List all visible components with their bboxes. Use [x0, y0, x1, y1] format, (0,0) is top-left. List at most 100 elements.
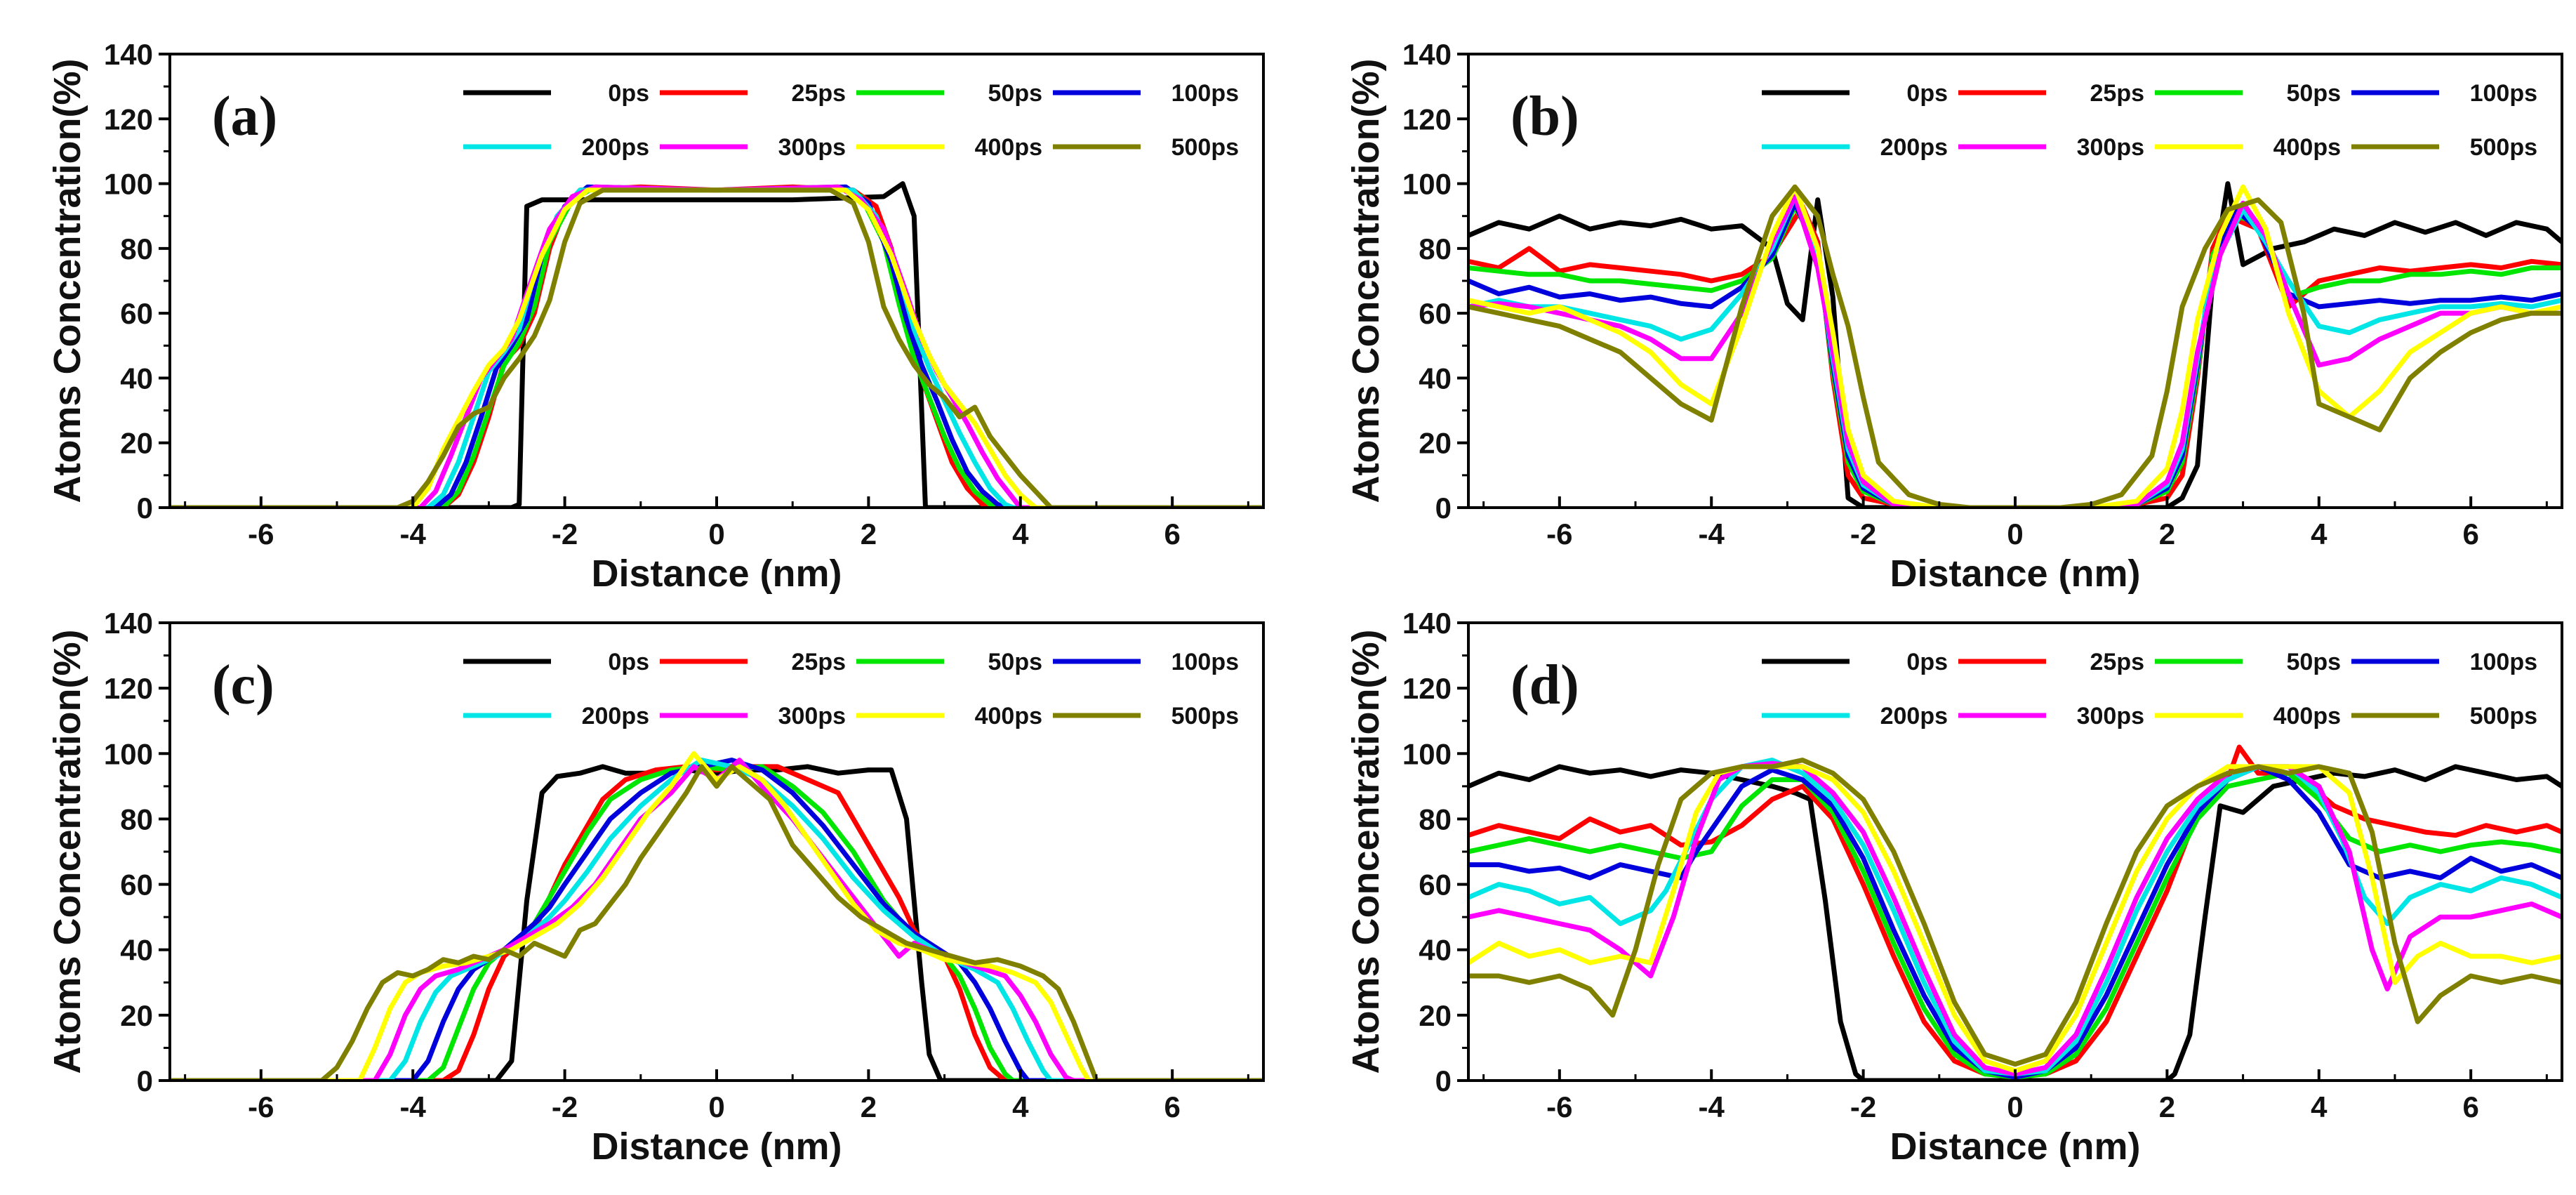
series-line-0ps — [170, 181, 1263, 508]
legend: 0ps 25ps 50ps 100ps 200ps 300ps 400ps 500ps — [463, 80, 1239, 161]
x-tick-label: -4 — [1699, 517, 1725, 550]
x-tick-label: 4 — [2311, 517, 2328, 550]
legend-label: 0ps — [1906, 649, 1948, 675]
y-tick-label: 120 — [1402, 103, 1452, 136]
series-group — [1468, 181, 2562, 508]
series-line-25ps — [1468, 204, 2562, 508]
x-tick-label: -6 — [248, 517, 274, 550]
x-tick-label: 2 — [2159, 1090, 2175, 1123]
legend: 0ps 25ps 50ps 100ps 200ps 300ps 400ps 500ps — [1762, 649, 2537, 729]
panel-label: (d) — [1511, 654, 1579, 716]
x-tick-label: 2 — [2159, 517, 2175, 550]
y-tick-label: 60 — [1419, 297, 1452, 330]
x-tick-label: 6 — [1164, 517, 1180, 550]
legend: 0ps 25ps 50ps 100ps 200ps 300ps 400ps 500ps — [463, 649, 1239, 729]
legend-label: 400ps — [975, 703, 1042, 729]
y-tick-label: 120 — [104, 103, 153, 136]
x-tick-label: 6 — [1164, 1090, 1180, 1123]
y-tick-label: 60 — [1419, 869, 1452, 902]
y-tick-label: 100 — [104, 737, 153, 770]
x-tick-label: 2 — [861, 1090, 877, 1123]
y-tick-label: 0 — [137, 491, 153, 524]
y-tick-label: 40 — [120, 362, 153, 395]
x-tick-label: -2 — [552, 517, 578, 550]
x-tick-label: -2 — [1850, 517, 1876, 550]
series-line-400ps — [1468, 184, 2562, 508]
y-tick-label: 100 — [104, 168, 153, 201]
panel-label: (a) — [212, 86, 277, 147]
legend-label: 400ps — [2273, 703, 2341, 729]
y-tick-label: 80 — [1419, 803, 1452, 836]
legend-label: 50ps — [2287, 80, 2342, 107]
series-line-400ps — [170, 751, 1263, 1081]
x-tick-label: 4 — [2311, 1090, 2328, 1123]
series-line-0ps — [1468, 181, 2562, 508]
series-line-100ps — [1468, 764, 2562, 1080]
series-line-500ps — [170, 764, 1263, 1081]
y-tick-label: 0 — [1435, 1064, 1452, 1097]
plot-frame — [1467, 621, 2563, 1082]
y-tick-label: 80 — [120, 803, 153, 836]
y-tick-label: 80 — [120, 232, 153, 265]
legend-label: 200ps — [582, 703, 649, 729]
x-axis-title: Distance (nm) — [591, 553, 842, 595]
y-tick-label: 120 — [104, 672, 153, 705]
y-tick-label: 0 — [1435, 491, 1452, 524]
series-line-200ps — [170, 187, 1263, 508]
legend-label: 0ps — [1906, 80, 1948, 107]
y-tick-label: 40 — [1419, 362, 1452, 395]
y-tick-label: 140 — [1402, 607, 1452, 640]
legend: 0ps 25ps 50ps 100ps 200ps 300ps 400ps 500ps — [1762, 80, 2537, 161]
legend-label: 25ps — [792, 80, 847, 107]
series-line-400ps — [170, 187, 1263, 508]
legend-label: 50ps — [988, 649, 1043, 675]
legend-label: 200ps — [1880, 703, 1948, 729]
legend-label: 200ps — [1880, 134, 1948, 161]
legend-label: 300ps — [778, 703, 846, 729]
series-line-200ps — [170, 758, 1263, 1081]
series-line-25ps — [170, 764, 1263, 1081]
series-line-300ps — [170, 184, 1263, 508]
y-tick-label: 140 — [104, 38, 153, 71]
x-tick-label: -4 — [400, 1090, 427, 1123]
series-line-500ps — [1468, 184, 2562, 508]
legend-label: 100ps — [2470, 80, 2537, 107]
series-line-300ps — [170, 758, 1263, 1081]
legend-label: 0ps — [608, 80, 649, 107]
legend-label: 500ps — [2470, 134, 2537, 161]
y-tick-label: 20 — [1419, 427, 1452, 460]
y-tick-label: 60 — [120, 869, 153, 902]
series-line-50ps — [170, 184, 1263, 508]
series-line-100ps — [170, 184, 1263, 508]
y-tick-label: 140 — [1402, 38, 1452, 71]
series-line-200ps — [1468, 758, 2562, 1077]
series-group — [1468, 744, 2562, 1081]
legend-label: 400ps — [2273, 134, 2341, 161]
x-axis-title: Distance (nm) — [1890, 553, 2140, 595]
y-tick-label: 100 — [1402, 737, 1452, 770]
legend-label: 50ps — [2287, 649, 2342, 675]
legend-label: 100ps — [2470, 649, 2537, 675]
x-tick-label: 6 — [2462, 1090, 2478, 1123]
legend-label: 50ps — [988, 80, 1043, 107]
series-line-0ps — [1468, 764, 2562, 1081]
y-tick-label: 20 — [1419, 999, 1452, 1032]
plot-frame — [168, 53, 1265, 509]
x-tick-label: -6 — [1546, 1090, 1572, 1123]
legend-label: 300ps — [2077, 134, 2144, 161]
y-tick-label: 20 — [120, 999, 153, 1032]
series-line-500ps — [170, 187, 1263, 508]
y-axis-title: Atoms Concentration(%) — [46, 59, 88, 503]
legend-label: 100ps — [1171, 649, 1239, 675]
y-axis-title: Atoms Concentration(%) — [46, 630, 88, 1074]
y-tick-label: 140 — [104, 607, 153, 640]
y-tick-label: 0 — [137, 1064, 153, 1097]
x-tick-label: -2 — [1850, 1090, 1876, 1123]
series-line-50ps — [1468, 204, 2562, 508]
y-axis-title: Atoms Concentration(%) — [1345, 59, 1387, 503]
